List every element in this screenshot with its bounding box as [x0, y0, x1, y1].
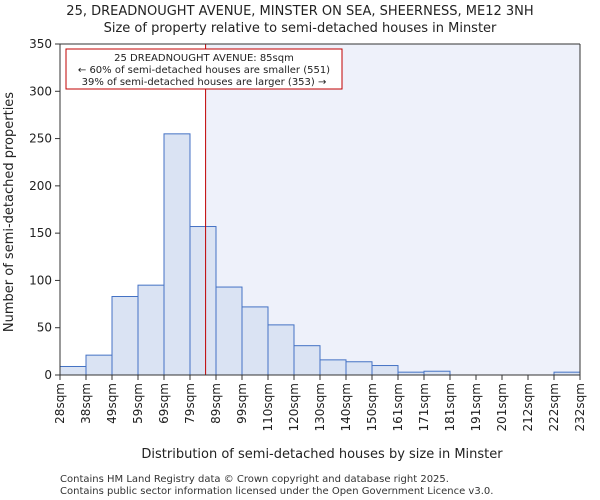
- chart-title: 25, DREADNOUGHT AVENUE, MINSTER ON SEA, …: [66, 4, 533, 19]
- x-tick-label-191sqm: 191sqm: [469, 383, 483, 431]
- x-tick-label-161sqm: 161sqm: [391, 383, 405, 431]
- property-annotation: 25 DREADNOUGHT AVENUE: 85sqm ← 60% of se…: [65, 48, 343, 90]
- x-tick-label-110sqm: 110sqm: [261, 383, 275, 431]
- y-axis-label: Number of semi-detached properties: [2, 92, 17, 332]
- annotation-smaller: ← 60% of semi-detached houses are smalle…: [78, 65, 330, 76]
- x-tick-label-79sqm: 79sqm: [183, 383, 197, 424]
- x-tick-label-181sqm: 181sqm: [443, 383, 457, 431]
- x-tick-label-140sqm: 140sqm: [339, 383, 353, 431]
- bar-28sqm: [59, 365, 87, 376]
- y-tick-label-200: 200: [29, 179, 52, 193]
- x-tick-label-99sqm: 99sqm: [235, 383, 249, 424]
- x-tick-label-28sqm: 28sqm: [53, 383, 67, 424]
- x-tick-label-171sqm: 171sqm: [417, 383, 431, 431]
- bar-99sqm: [241, 306, 269, 376]
- y-tick-label-250: 250: [29, 132, 52, 146]
- y-tick-label-50: 50: [37, 321, 52, 335]
- x-tick-label-232sqm: 232sqm: [573, 383, 587, 431]
- x-axis-label: Distribution of semi-detached houses by …: [141, 447, 503, 462]
- y-tick-label-350: 350: [29, 37, 52, 51]
- chart-subtitle: Size of property relative to semi-detach…: [104, 21, 497, 36]
- x-tick-label-201sqm: 201sqm: [495, 383, 509, 431]
- y-tick-label-300: 300: [29, 84, 52, 98]
- x-tick-label-89sqm: 89sqm: [209, 383, 223, 424]
- y-ticks-group: 0 50 100 150 200 250 300 350: [29, 37, 60, 382]
- x-tick-label-150sqm: 150sqm: [365, 383, 379, 431]
- footer-licence: Contains public sector information licen…: [60, 486, 493, 497]
- x-tick-label-222sqm: 222sqm: [547, 383, 561, 431]
- annotation-title: 25 DREADNOUGHT AVENUE: 85sqm: [114, 53, 294, 64]
- bar-171sqm: [423, 370, 451, 376]
- x-ticks-group: 28sqm 38sqm 49sqm 59sqm 69sqm 79sqm 89sqm 99sqm…: [53, 375, 587, 431]
- annotation-larger: 39% of semi-detached houses are larger (…: [82, 77, 327, 88]
- footer-copyright: Contains HM Land Registry data © Crown c…: [60, 474, 449, 485]
- x-tick-label-69sqm: 69sqm: [157, 383, 171, 424]
- bar-49sqm: [111, 296, 139, 376]
- x-tick-label-59sqm: 59sqm: [131, 383, 145, 424]
- annotation-box: [65, 48, 343, 90]
- y-tick-label-150: 150: [29, 226, 52, 240]
- bar-79sqm: [189, 226, 217, 376]
- x-tick-label-120sqm: 120sqm: [287, 383, 301, 431]
- y-tick-label-100: 100: [29, 273, 52, 287]
- bar-89sqm: [215, 286, 243, 376]
- bar-120sqm: [293, 345, 321, 376]
- y-tick-label-0: 0: [44, 368, 52, 382]
- bar-38sqm: [85, 354, 113, 376]
- bar-130sqm: [319, 359, 347, 376]
- bar-150sqm: [371, 365, 399, 376]
- bar-140sqm: [345, 361, 373, 376]
- x-tick-label-38sqm: 38sqm: [79, 383, 93, 424]
- x-tick-label-130sqm: 130sqm: [313, 383, 327, 431]
- bars-group: [59, 133, 581, 376]
- bar-69sqm: [163, 133, 191, 376]
- bar-110sqm: [267, 324, 295, 376]
- x-tick-label-49sqm: 49sqm: [105, 383, 119, 424]
- x-tick-label-212sqm: 212sqm: [521, 383, 535, 431]
- bar-59sqm: [137, 284, 165, 376]
